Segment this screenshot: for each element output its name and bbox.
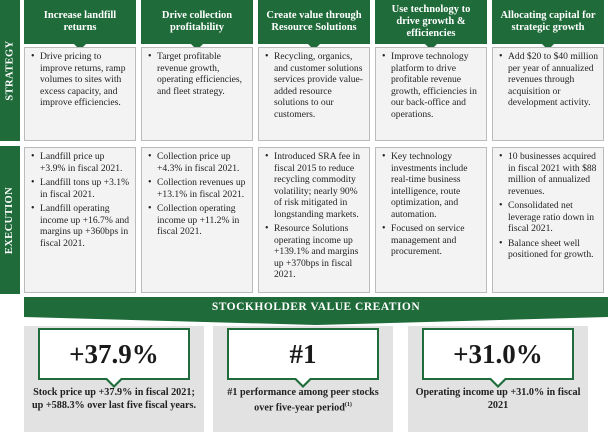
execution-cell-collection: Collection price up +4.3% in fiscal 2021… [141,147,253,293]
kpi-value: +37.9% [69,338,159,369]
execution-label-text: EXECUTION [4,186,16,254]
bullet-item: Landfill operating income up +16.7% and … [28,203,132,249]
strategy-cell-capital: Add $20 to $40 million per year of annua… [492,47,604,141]
kpi-caption: Stock price up +37.9% in fiscal 2021; up… [24,386,204,412]
column-header-capital: Allocating capital for strategic growth [492,0,604,50]
execution-cell-landfill: Landfill price up +3.9% in fiscal 2021. … [24,147,136,293]
column-header-text: Increase landfill returns [43,10,117,33]
strategy-cell-technology: Improve technology platform to drive pro… [375,47,487,141]
kpi-caption-text: Stock price up +37.9% in fiscal 2021; up… [31,387,197,411]
bullet-item: Recycling, organics, and customer soluti… [262,51,366,120]
bullet-item: Target profitable revenue growth, operat… [145,51,249,97]
strategy-cell-collection: Target profitable revenue growth, operat… [141,47,253,141]
bullet-item: Landfill price up +3.9% in fiscal 2021. [28,151,132,174]
kpi-value-box: #1 [227,328,379,388]
bullet-item: Collection revenues up +13.1% in fiscal … [145,177,249,200]
column-header-text: Create value through Resource Solutions [266,10,362,33]
banner-arrow [24,317,608,325]
execution-side-label: EXECUTION [0,146,20,294]
kpi-caption: #1 performance among peer stocks over fi… [213,386,393,414]
bullet-item: Introduced SRA fee in fiscal 2015 to red… [262,151,366,220]
column-header-text: Use technology to drive growth & efficie… [391,4,471,39]
kpi-caption: Operating income up +31.0% in fiscal 202… [408,386,588,412]
bullet-item: Add $20 to $40 million per year of annua… [496,51,600,109]
kpi-caption-text: Operating income up +31.0% in fiscal 202… [415,387,581,411]
column-header-resource-solutions: Create value through Resource Solutions [258,0,370,50]
execution-cell-capital: 10 businesses acquired in fiscal 2021 wi… [492,147,604,293]
bullet-item: Balance sheet well positioned for growth… [496,238,600,261]
column-header-text: Allocating capital for strategic growth [500,10,596,33]
kpi-caption-text: #1 performance among peer stocks over fi… [227,387,379,414]
bullet-item: Key technology investments include real-… [379,151,483,220]
execution-cell-technology: Key technology investments include real-… [375,147,487,293]
execution-cell-resource-solutions: Introduced SRA fee in fiscal 2015 to red… [258,147,370,293]
bullet-item: Drive pricing to improve returns, ramp v… [28,51,132,109]
bullet-item: Resource Solutions operating income up +… [262,223,366,281]
column-header-text: Drive collection profitability [161,10,233,33]
footnote-marker: (1) [344,402,352,408]
strategy-cell-resource-solutions: Recycling, organics, and customer soluti… [258,47,370,141]
column-header-collection: Drive collection profitability [141,0,253,50]
banner-title: STOCKHOLDER VALUE CREATION [211,301,421,313]
kpi-value-box: +37.9% [38,328,190,388]
strategy-side-label: STRATEGY [0,0,20,141]
bullet-item: 10 businesses acquired in fiscal 2021 wi… [496,151,600,197]
bullet-item: Landfill tons up +3.1% in fiscal 2021. [28,177,132,200]
kpi-value: +31.0% [453,338,543,369]
strategy-cell-landfill: Drive pricing to improve returns, ramp v… [24,47,136,141]
column-header-landfill: Increase landfill returns [24,0,136,50]
kpi-value: #1 [289,338,317,369]
bullet-item: Collection price up +4.3% in fiscal 2021… [145,151,249,174]
column-header-technology: Use technology to drive growth & efficie… [375,0,487,50]
strategy-label-text: STRATEGY [4,40,16,101]
kpi-value-box: +31.0% [422,328,574,388]
bullet-item: Improve technology platform to drive pro… [379,51,483,120]
bullet-item: Focused on service management and procur… [379,223,483,258]
bullet-item: Collection operating income up +11.2% in… [145,203,249,238]
stockholder-value-banner: STOCKHOLDER VALUE CREATION [24,297,608,317]
bullet-item: Consolidated net leverage ratio down in … [496,200,600,235]
